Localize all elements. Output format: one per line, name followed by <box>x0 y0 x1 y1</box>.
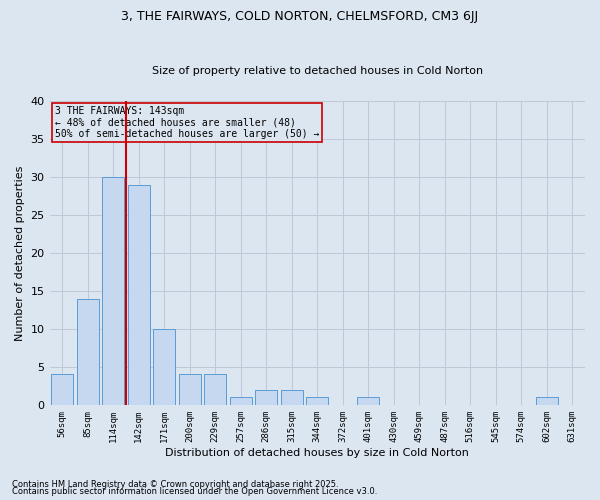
X-axis label: Distribution of detached houses by size in Cold Norton: Distribution of detached houses by size … <box>166 448 469 458</box>
Text: Contains HM Land Registry data © Crown copyright and database right 2025.: Contains HM Land Registry data © Crown c… <box>12 480 338 489</box>
Bar <box>358 397 379 405</box>
Bar <box>103 177 124 405</box>
Bar <box>77 298 98 405</box>
Bar <box>128 185 149 405</box>
Bar <box>52 374 73 405</box>
Bar <box>536 397 557 405</box>
Title: Size of property relative to detached houses in Cold Norton: Size of property relative to detached ho… <box>152 66 483 76</box>
Bar <box>281 390 302 405</box>
Bar <box>230 397 251 405</box>
Bar <box>205 374 226 405</box>
Bar <box>307 397 328 405</box>
Bar <box>179 374 200 405</box>
Text: 3, THE FAIRWAYS, COLD NORTON, CHELMSFORD, CM3 6JJ: 3, THE FAIRWAYS, COLD NORTON, CHELMSFORD… <box>121 10 479 23</box>
Bar <box>154 329 175 405</box>
Text: Contains public sector information licensed under the Open Government Licence v3: Contains public sector information licen… <box>12 487 377 496</box>
Y-axis label: Number of detached properties: Number of detached properties <box>15 166 25 340</box>
Text: 3 THE FAIRWAYS: 143sqm
← 48% of detached houses are smaller (48)
50% of semi-det: 3 THE FAIRWAYS: 143sqm ← 48% of detached… <box>55 106 319 139</box>
Bar <box>256 390 277 405</box>
